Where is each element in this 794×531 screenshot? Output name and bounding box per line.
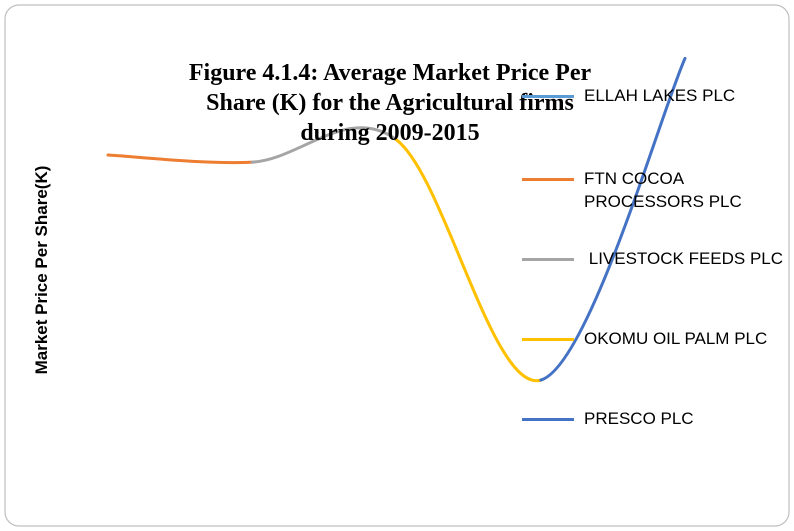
legend-label: OKOMU OIL PALM PLC bbox=[584, 329, 768, 348]
legend-label: ELLAH LAKES PLC bbox=[584, 86, 736, 105]
legend-swatch bbox=[522, 338, 574, 341]
legend-swatch bbox=[522, 418, 574, 421]
legend-swatch bbox=[522, 178, 574, 181]
chart-border bbox=[4, 4, 790, 527]
legend-label: FTN COCOA PROCESSORS PLC bbox=[584, 169, 742, 211]
line-segment bbox=[250, 126, 398, 164]
y-axis-label: Market Price Per Share(K) bbox=[32, 165, 51, 375]
legend-label: PRESCO PLC bbox=[584, 409, 694, 428]
chart-title: Figure 4.1.4: Average Market Price Per S… bbox=[188, 60, 592, 146]
line-segment bbox=[106, 153, 254, 165]
legend-label: LIVESTOCK FEEDS PLC bbox=[584, 249, 784, 268]
line-segment bbox=[539, 56, 687, 382]
legend-swatch bbox=[522, 95, 574, 98]
legend-swatch bbox=[522, 258, 574, 261]
line-segment bbox=[395, 138, 543, 382]
